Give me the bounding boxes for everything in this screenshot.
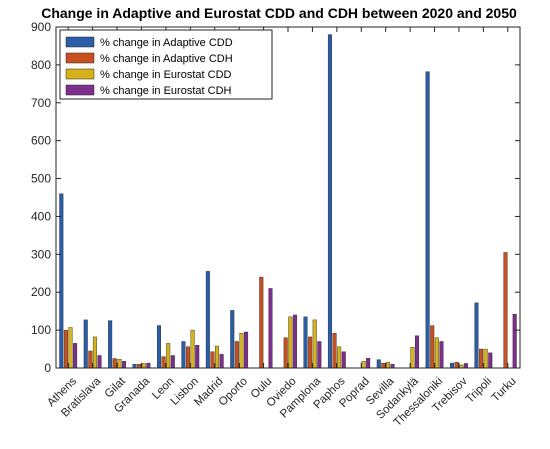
bar-4-14 (390, 364, 395, 369)
bar-1-14 (376, 359, 381, 369)
bar-2-5 (161, 356, 166, 369)
bar-4-10 (292, 314, 297, 369)
bars-layer (59, 34, 517, 369)
bar-2-6 (186, 346, 191, 369)
bar-2-16 (430, 325, 435, 369)
bar-3-4 (141, 363, 146, 369)
y-tick-label-1: 100 (31, 323, 51, 337)
bar-2-1 (63, 329, 68, 369)
bar-1-18 (474, 302, 479, 369)
y-tick-label-5: 500 (31, 172, 51, 186)
legend-box (59, 29, 273, 100)
bar-2-3 (112, 358, 117, 369)
bar-3-14 (385, 362, 390, 369)
bar-2-19 (503, 252, 508, 369)
bar-1-6 (181, 341, 186, 369)
bar-4-4 (146, 362, 151, 369)
bar-3-8 (239, 332, 244, 369)
legend-swatch-1 (65, 36, 95, 48)
bar-4-15 (415, 335, 420, 369)
bar-4-3 (121, 360, 126, 369)
bar-4-19 (512, 314, 517, 369)
bar-1-3 (108, 320, 113, 369)
y-tick-label-9: 900 (31, 20, 51, 34)
legend-label-2: % change in Adaptive CDH (100, 53, 233, 65)
bar-2-14 (381, 362, 386, 369)
bar-3-13 (361, 360, 366, 369)
bar-3-18 (483, 348, 488, 369)
x-tick-label-18: Tripoli (464, 375, 494, 405)
bar-1-5 (156, 325, 161, 369)
bar-3-6 (190, 329, 195, 369)
bar-2-18 (479, 348, 484, 369)
bar-4-6 (195, 345, 200, 369)
bar-4-16 (439, 341, 444, 369)
bar-3-15 (410, 346, 415, 369)
bar-2-7 (210, 351, 215, 369)
legend-swatch-3 (65, 68, 95, 80)
bar-4-2 (97, 355, 102, 369)
bar-3-3 (117, 359, 122, 369)
y-tick-label-3: 300 (31, 247, 51, 261)
bar-1-11 (303, 316, 308, 369)
bar-2-4 (137, 364, 142, 369)
bar-1-8 (230, 310, 235, 369)
x-tick-label-19: Turku (490, 375, 519, 404)
bar-3-16 (434, 337, 439, 369)
bar-2-17 (454, 362, 459, 369)
legend-label-4: % change in Eurostat CDH (100, 85, 232, 97)
legend-label-3: % change in Eurostat CDD (100, 69, 232, 81)
bar-4-9 (268, 288, 273, 369)
y-tick-label-0: 0 (44, 361, 51, 375)
bar-2-2 (88, 350, 93, 369)
bar-4-17 (463, 363, 468, 369)
bar-3-1 (68, 327, 73, 369)
bar-1-7 (205, 271, 210, 369)
bar-4-7 (219, 354, 224, 369)
bar-4-1 (73, 343, 78, 369)
bar-2-8 (234, 341, 239, 369)
bar-3-11 (312, 319, 317, 369)
bar-3-5 (166, 343, 171, 369)
bar-4-8 (244, 331, 249, 369)
y-tick-label-6: 600 (31, 134, 51, 148)
bar-1-17 (450, 362, 455, 369)
bar-2-9 (259, 276, 264, 369)
bar-3-12 (337, 346, 342, 369)
bar-2-10 (283, 337, 288, 369)
legend-label-1: % change in Adaptive CDD (100, 37, 233, 49)
bar-2-11 (308, 336, 313, 369)
bar-4-5 (170, 355, 175, 369)
bar-1-4 (132, 364, 137, 369)
y-tick-label-2: 200 (31, 285, 51, 299)
bar-3-7 (215, 345, 220, 369)
legend-swatch-4 (65, 84, 95, 96)
bar-1-1 (59, 193, 64, 369)
y-tick-label-4: 400 (31, 209, 51, 223)
bar-3-2 (92, 336, 97, 369)
bar-1-16 (425, 71, 430, 369)
y-tick-label-8: 800 (31, 58, 51, 72)
bar-1-2 (83, 319, 88, 369)
chart-title: Change in Adaptive and Eurostat CDD and … (41, 5, 517, 21)
legend: % change in Adaptive CDD % change in Adap… (59, 29, 273, 100)
bar-2-12 (332, 332, 337, 369)
y-tick-label-7: 700 (31, 96, 51, 110)
bar-4-18 (488, 352, 493, 369)
y-axis: 0 100 200 300 400 500 600 700 800 900 (31, 20, 520, 375)
bar-3-10 (288, 316, 293, 369)
legend-swatch-2 (65, 52, 95, 64)
bar-1-12 (327, 34, 332, 369)
bar-4-12 (341, 351, 346, 369)
bar-4-13 (366, 357, 371, 369)
bar-4-11 (317, 341, 322, 369)
